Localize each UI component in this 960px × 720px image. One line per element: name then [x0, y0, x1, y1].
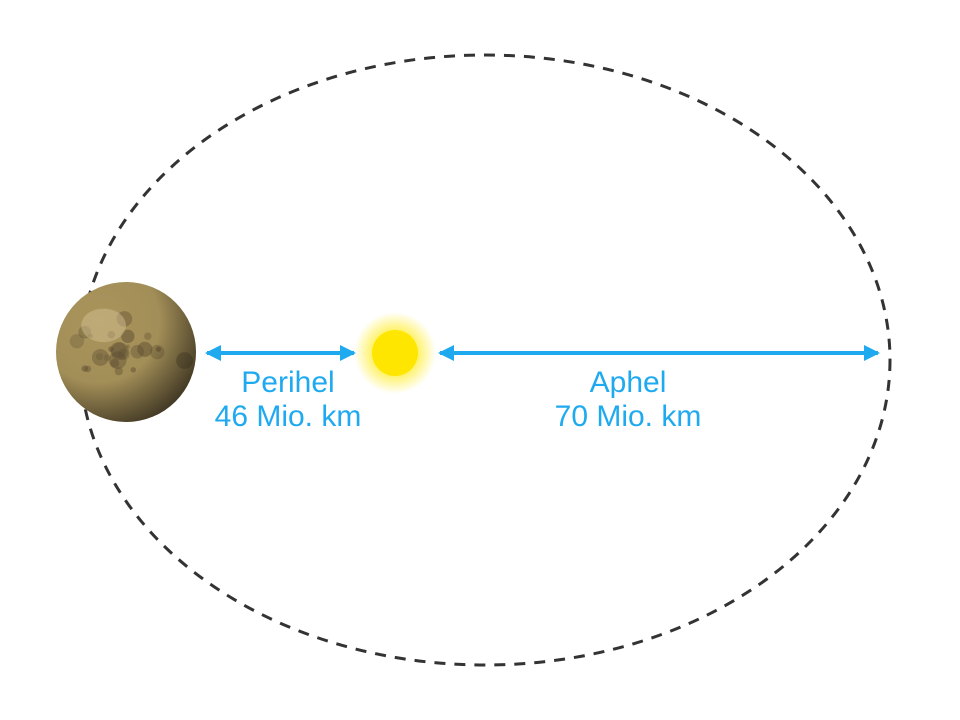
orbit-ellipse [80, 55, 890, 665]
perihel-label: Perihel 46 Mio. km [215, 366, 362, 433]
svg-text:46 Mio. km: 46 Mio. km [215, 400, 362, 433]
svg-text:70 Mio. km: 70 Mio. km [555, 400, 702, 433]
perihel-arrow [205, 345, 356, 361]
aphel-arrow [438, 345, 880, 361]
sun-icon [354, 312, 436, 394]
svg-text:Perihel: Perihel [241, 366, 334, 399]
orbit-diagram: Perihel 46 Mio. km Aphel 70 Mio. km [0, 0, 960, 720]
svg-text:Aphel: Aphel [590, 366, 667, 399]
planet-icon [56, 282, 196, 422]
aphel-label: Aphel 70 Mio. km [555, 366, 702, 433]
